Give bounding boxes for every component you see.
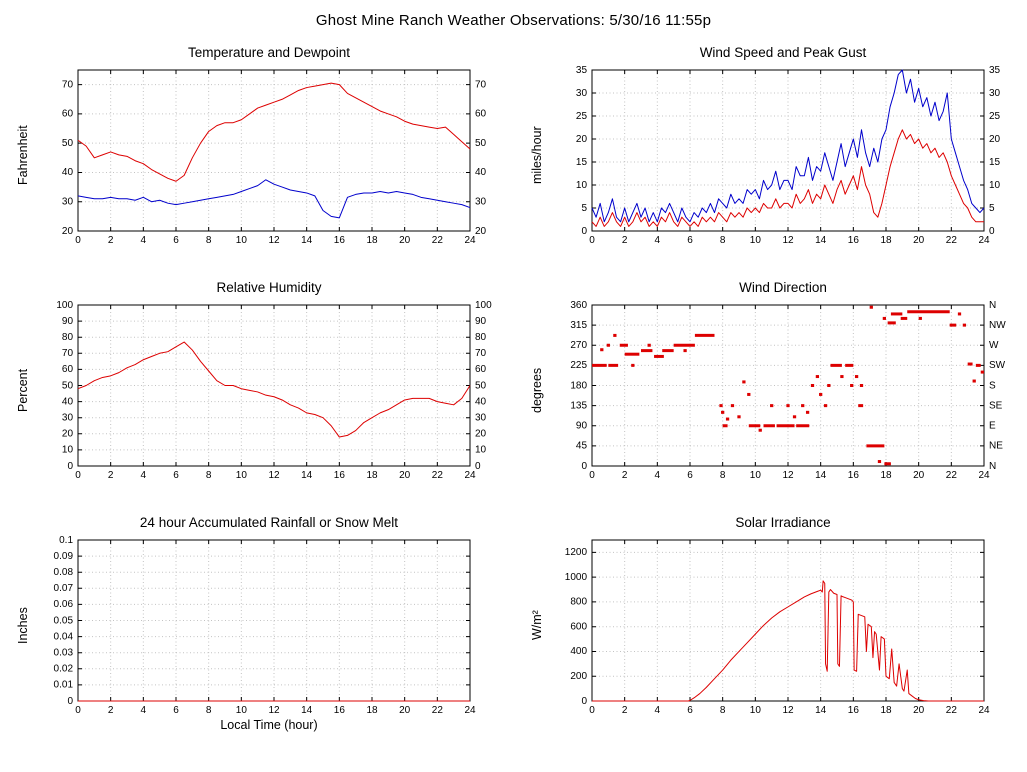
chart-relative-humidity: Relative Humidity Percent (12, 278, 504, 483)
chart-title: Relative Humidity (216, 280, 322, 295)
chart-title: 24 hour Accumulated Rainfall or Snow Mel… (139, 515, 399, 530)
page-title: Ghost Mine Ranch Weather Observations: 5… (315, 12, 712, 29)
solar-irradiance-plot (548, 533, 1018, 718)
rainfall-plot (34, 533, 504, 718)
x-axis-label: Local Time (hour) (220, 718, 318, 732)
chart-solar-irradiance: Solar Irradiance W/m² (526, 513, 1018, 732)
charts-grid: Temperature and Dewpoint Fahrenheit Wind… (0, 29, 1027, 732)
chart-title: Wind Direction (739, 280, 827, 295)
relative-humidity-plot (34, 298, 504, 483)
y-axis-label: miles/hour (530, 126, 544, 185)
chart-temperature-dewpoint: Temperature and Dewpoint Fahrenheit (12, 43, 504, 248)
chart-wind-speed-gust: Wind Speed and Peak Gust miles/hour (526, 43, 1018, 248)
chart-wind-direction: Wind Direction degrees (526, 278, 1018, 483)
chart-rainfall: 24 hour Accumulated Rainfall or Snow Mel… (12, 513, 504, 732)
y-axis-label: Percent (16, 368, 30, 413)
y-axis-label: Inches (16, 607, 30, 644)
wind-speed-gust-plot (548, 63, 1018, 248)
chart-title: Solar Irradiance (735, 515, 831, 530)
wind-direction-plot (548, 298, 1018, 483)
chart-title: Temperature and Dewpoint (187, 45, 351, 60)
y-axis-label: Fahrenheit (16, 125, 30, 186)
y-axis-label: W/m² (530, 610, 544, 641)
chart-title: Wind Speed and Peak Gust (699, 45, 867, 60)
temperature-dewpoint-plot (34, 63, 504, 248)
y-axis-label: degrees (530, 367, 544, 414)
